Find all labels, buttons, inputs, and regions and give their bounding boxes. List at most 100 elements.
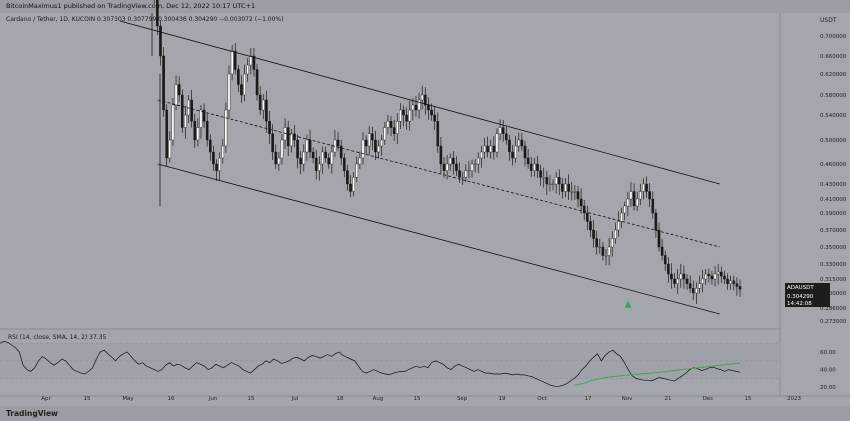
candle-body — [215, 163, 218, 171]
candle-body — [221, 145, 225, 159]
candle-body — [314, 157, 318, 171]
candle-body — [383, 127, 387, 141]
rsi-tick-label: 40.00 — [820, 368, 836, 374]
candle-body — [511, 151, 514, 159]
candle-body — [713, 273, 717, 280]
price-tag-symbol-bg — [785, 283, 830, 291]
candle-body — [374, 139, 377, 153]
candle-body — [642, 183, 645, 192]
time-tick-label: Oct — [537, 396, 547, 402]
candle-body — [533, 163, 536, 171]
candle-body — [174, 84, 178, 106]
candle-body — [417, 99, 421, 111]
candle-body — [523, 145, 527, 159]
candle-body — [380, 139, 383, 147]
main-legend: Cardano / Tether, 1D, KUCOIN 0.307303 0.… — [6, 16, 283, 23]
candle-body — [726, 278, 729, 284]
time-tick-label: Jun — [208, 396, 218, 402]
rsi-tick-label: 20.00 — [820, 385, 836, 391]
candle-body — [638, 191, 642, 200]
candle-body — [554, 177, 558, 185]
price-tick-label: 0.700000 — [820, 34, 847, 40]
price-tick-label: 0.620000 — [820, 72, 847, 78]
candle-body — [620, 212, 623, 222]
candle-body — [729, 280, 732, 284]
channel-middle-line — [157, 99, 720, 248]
symbol-label: Cardano / Tether, 1D, KUCOIN — [6, 16, 96, 23]
candle-body — [218, 157, 221, 171]
candle-body — [632, 191, 636, 207]
candle-body — [305, 139, 309, 153]
time-tick-label: 15 — [84, 396, 91, 402]
candle-body — [570, 191, 574, 193]
candle-body — [567, 183, 570, 192]
candle-body — [735, 283, 739, 287]
candle-body — [355, 163, 359, 178]
candle-body — [598, 246, 602, 249]
candle-body — [299, 157, 302, 165]
candle-body — [168, 139, 172, 159]
candle-body — [249, 55, 253, 66]
candle-body — [564, 183, 567, 192]
candle-body — [617, 221, 620, 231]
candle-body — [352, 177, 355, 192]
candle-body — [205, 121, 209, 141]
candle-body — [458, 170, 461, 178]
candle-body — [199, 109, 203, 128]
time-tick-label: Dec — [703, 396, 714, 402]
price-tick-label: 0.315000 — [820, 277, 847, 283]
candle-body — [604, 255, 608, 257]
candle-body — [514, 145, 517, 159]
candle-body — [455, 163, 458, 171]
candle-body — [193, 121, 197, 141]
candle-body — [667, 263, 670, 275]
price-tag-value: 0.304290 — [787, 294, 814, 300]
candle-body — [196, 127, 200, 141]
candle-body — [180, 94, 184, 128]
rsi-label: RSI (14, close, SMA, 14, 2) — [8, 334, 88, 341]
candle-body — [685, 278, 689, 284]
candle-body — [476, 157, 480, 165]
candle-body — [738, 286, 742, 290]
channel-lower-line — [157, 163, 720, 315]
candle-body — [542, 177, 546, 179]
candle-body — [610, 238, 614, 248]
candle-body — [414, 104, 418, 111]
candle-body — [592, 229, 595, 239]
candle-body — [433, 114, 436, 122]
price-tick-label: 0.330000 — [820, 262, 847, 268]
time-axis: Apr 15 May 16 Jun 15 Jul 18 Aug 15 Sep 19 Oct 17 Nov 21… — [41, 396, 801, 402]
footer-bar — [0, 406, 850, 421]
candle-body — [420, 94, 424, 101]
candle-body — [324, 151, 327, 159]
candle-body — [330, 151, 334, 165]
candle-body — [704, 273, 708, 280]
price-axis: USDT 0.700000 0.660000 0.620000 0.580000 0.54… — [820, 17, 847, 325]
candle-body — [408, 109, 412, 122]
candle-body — [626, 198, 630, 207]
candle-body — [430, 109, 433, 116]
candle-body — [673, 278, 676, 284]
candle-body — [265, 99, 268, 122]
candle-body — [723, 275, 726, 280]
candle-body — [367, 133, 371, 147]
candle-body — [227, 73, 231, 111]
candle-body — [274, 151, 278, 165]
candle-body — [277, 157, 281, 165]
price-tick-label: 0.390000 — [820, 211, 847, 217]
candle-body — [290, 133, 293, 147]
candle-body — [392, 127, 396, 134]
candle-body — [520, 139, 524, 147]
rsi-value: 37.35 — [89, 334, 107, 341]
candle-body — [676, 278, 679, 284]
candle-body — [495, 133, 499, 153]
tradingview-logo[interactable]: TradingView — [6, 409, 58, 418]
candle-body — [349, 183, 352, 192]
candle-body — [445, 163, 449, 171]
time-tick-label: 15 — [414, 396, 421, 402]
candle-body — [402, 109, 405, 116]
price-tick-label: 0.273000 — [820, 319, 847, 325]
candle-body — [586, 212, 589, 222]
candle-body — [698, 283, 701, 289]
